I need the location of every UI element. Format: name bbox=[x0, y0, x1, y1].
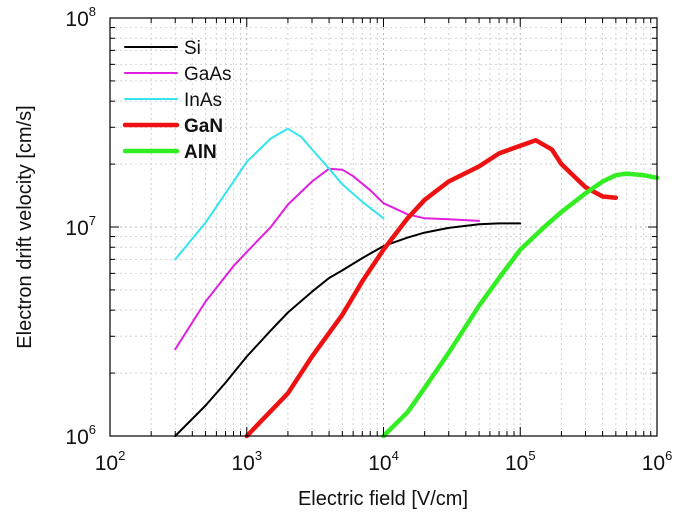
legend-label-gaas: GaAs bbox=[184, 64, 232, 85]
legend: Si GaAs InAs GaN AlN bbox=[122, 38, 232, 163]
y-tick-label: 107 bbox=[65, 213, 96, 240]
x-tick-label: 103 bbox=[231, 448, 262, 475]
series-line-gaas bbox=[174, 167, 481, 351]
series-line-gan bbox=[244, 138, 619, 439]
legend-label-inas: InAs bbox=[184, 90, 222, 111]
series-line-si bbox=[174, 222, 522, 437]
legend-label-aln: AlN bbox=[184, 142, 217, 163]
y-axis-title: Electron drift velocity [cm/s] bbox=[14, 105, 36, 348]
series-line-aln bbox=[381, 171, 660, 439]
x-tick-label: 104 bbox=[368, 448, 399, 475]
x-tick-label: 102 bbox=[95, 448, 126, 475]
x-tick-label: 105 bbox=[505, 448, 536, 475]
series-line-inas bbox=[174, 127, 385, 261]
y-tick-label: 106 bbox=[65, 422, 96, 449]
series-layer bbox=[174, 127, 660, 439]
x-axis-title: Electric field [V/cm] bbox=[298, 488, 468, 510]
ticks: 102 103 104 105 106 106 107 108 bbox=[65, 4, 672, 475]
legend-label-si: Si bbox=[184, 38, 201, 59]
legend-label-gan: GaN bbox=[184, 116, 223, 137]
x-tick-label: 106 bbox=[642, 448, 673, 475]
y-tick-label: 108 bbox=[65, 4, 96, 31]
